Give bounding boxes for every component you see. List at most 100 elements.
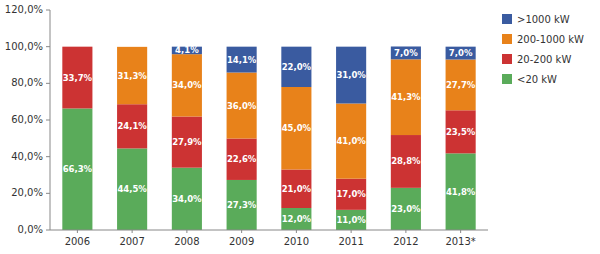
y-axis: 0,0%20,0%40,0%60,0%80,0%100,0%120,0% bbox=[5, 4, 50, 235]
data-label: 36,0% bbox=[227, 101, 257, 111]
bar-segment bbox=[62, 108, 92, 230]
bar-segment bbox=[336, 210, 366, 230]
bar-segment bbox=[117, 46, 147, 47]
y-tick bbox=[46, 83, 50, 84]
x-tick-label: 2012 bbox=[393, 236, 418, 247]
data-label: 44,5% bbox=[117, 184, 147, 194]
data-label: 66,3% bbox=[63, 164, 93, 174]
y-tick bbox=[46, 120, 50, 121]
x-tick-label: 2006 bbox=[65, 236, 90, 247]
data-label: 24,1% bbox=[117, 121, 147, 131]
data-label: 7,0% bbox=[449, 48, 473, 58]
legend-label: >1000 kW bbox=[517, 14, 570, 25]
data-label: 41,3% bbox=[391, 92, 421, 102]
x-axis-line bbox=[50, 230, 488, 231]
data-label: 45,0% bbox=[282, 123, 312, 133]
data-label: 34,0% bbox=[172, 80, 202, 90]
data-label: 27,9% bbox=[172, 137, 202, 147]
bar-segment bbox=[117, 148, 147, 230]
bar-segment bbox=[446, 60, 476, 111]
data-label: 21,0% bbox=[282, 184, 312, 194]
chart: 0,0%20,0%40,0%60,0%80,0%100,0%120,0%66,3… bbox=[0, 0, 600, 254]
legend-swatch bbox=[502, 54, 512, 64]
data-label: 12,0% bbox=[282, 214, 312, 224]
legend-label: <20 kW bbox=[517, 74, 557, 85]
bar-segment bbox=[446, 153, 476, 230]
data-label: 31,0% bbox=[336, 70, 366, 80]
bar-segment bbox=[391, 135, 421, 188]
x-tick bbox=[132, 230, 133, 233]
data-label: 27,3% bbox=[227, 200, 257, 210]
bar-segment bbox=[172, 168, 202, 230]
bar-segment bbox=[62, 46, 92, 47]
bar-segment bbox=[172, 117, 202, 168]
bar-segment bbox=[227, 47, 257, 73]
y-tick-label: 60,0% bbox=[11, 114, 43, 125]
bar-segment bbox=[446, 110, 476, 153]
x-tick bbox=[77, 230, 78, 233]
x-tick-label: 2007 bbox=[119, 236, 144, 247]
y-tick-label: 100,0% bbox=[5, 41, 43, 52]
legend: >1000 kW 200-1000 kW 20-200 kW <20 kW bbox=[502, 14, 584, 85]
data-label: 7,0% bbox=[394, 48, 418, 58]
bar-segment bbox=[281, 208, 311, 230]
data-label: 41,8% bbox=[446, 187, 476, 197]
legend-swatch bbox=[502, 74, 512, 84]
data-label: 22,0% bbox=[282, 62, 312, 72]
bar-segment bbox=[336, 179, 366, 210]
y-axis-line bbox=[50, 10, 51, 230]
y-tick bbox=[46, 46, 50, 47]
data-label: 33,7% bbox=[63, 73, 93, 83]
legend-label: 20-200 kW bbox=[517, 54, 571, 65]
bar-segment bbox=[62, 46, 92, 47]
y-tick bbox=[46, 230, 50, 231]
data-label: 31,3% bbox=[117, 71, 147, 81]
bar-segment bbox=[446, 47, 476, 60]
bar-segment bbox=[391, 188, 421, 230]
legend-swatch bbox=[502, 34, 512, 44]
y-tick-label: 120,0% bbox=[5, 4, 43, 15]
x-tick bbox=[296, 230, 297, 233]
bar-segment bbox=[281, 47, 311, 87]
bar-segment bbox=[117, 104, 147, 148]
y-tick-label: 0,0% bbox=[18, 224, 43, 235]
x-axis: 2006 2007 2008 2009 2010 2011 2012 2013* bbox=[50, 230, 488, 247]
data-label: 28,8% bbox=[391, 156, 421, 166]
data-label: 17,0% bbox=[336, 189, 366, 199]
x-tick bbox=[405, 230, 406, 233]
data-label: 11,0% bbox=[336, 215, 366, 225]
data-labels: 66,3% 44,5% 34,0% 27,3% 12,0% 11,0% 23,0% 41,8%… bbox=[63, 45, 476, 224]
y-tick bbox=[46, 10, 50, 11]
bar-segment bbox=[391, 59, 421, 135]
legend-label: 200-1000 kW bbox=[517, 34, 584, 45]
bar-segment bbox=[117, 47, 147, 104]
bar-segment bbox=[336, 47, 366, 104]
bars bbox=[62, 46, 475, 230]
x-tick-label: 2010 bbox=[284, 236, 309, 247]
bar-segment bbox=[336, 104, 366, 179]
data-label: 34,0% bbox=[172, 194, 202, 204]
bar-segment bbox=[62, 47, 92, 109]
bar-segment bbox=[227, 139, 257, 180]
y-tick-label: 40,0% bbox=[11, 151, 43, 162]
x-tick-label: 2011 bbox=[338, 236, 363, 247]
data-label: 41,0% bbox=[336, 136, 366, 146]
x-tick-label: 2013* bbox=[445, 236, 475, 247]
data-label: 23,5% bbox=[446, 127, 476, 137]
bar-segment bbox=[281, 87, 311, 170]
x-tick bbox=[351, 230, 352, 233]
x-tick-label: 2008 bbox=[174, 236, 199, 247]
x-tick-label: 2009 bbox=[229, 236, 254, 247]
legend-swatch bbox=[502, 14, 512, 24]
y-tick bbox=[46, 156, 50, 157]
data-label: 23,0% bbox=[391, 204, 421, 214]
data-label: 4,1% bbox=[175, 45, 199, 55]
bar-segment bbox=[227, 180, 257, 230]
bar-segment bbox=[391, 46, 421, 59]
y-tick bbox=[46, 193, 50, 194]
bar-segment bbox=[227, 73, 257, 139]
x-tick bbox=[241, 230, 242, 233]
x-tick bbox=[460, 230, 461, 233]
y-tick-label: 80,0% bbox=[11, 77, 43, 88]
bar-segment bbox=[281, 170, 311, 209]
